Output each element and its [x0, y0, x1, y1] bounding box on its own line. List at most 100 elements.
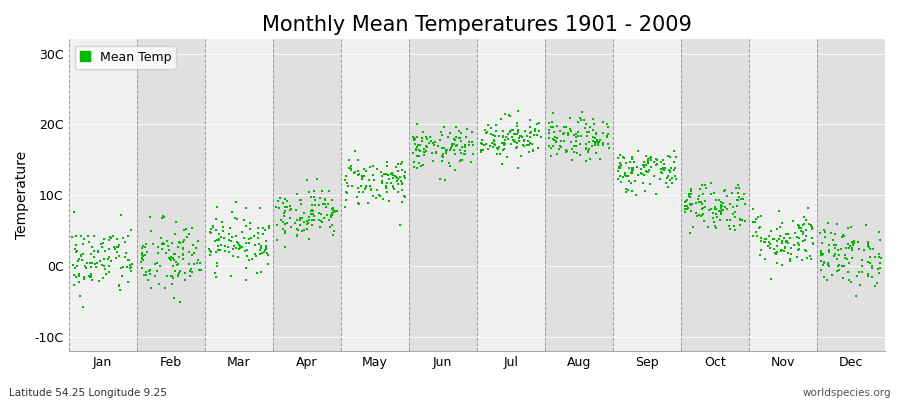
Point [303, 211, 318, 217]
Point [373, 193, 387, 199]
Point [499, 111, 513, 118]
Point [854, 269, 868, 275]
Point [781, 231, 796, 238]
Point [374, 178, 389, 184]
Point [836, 262, 850, 269]
Point [380, 188, 394, 195]
Point [489, 122, 503, 128]
Point [386, 175, 400, 182]
Point [872, 229, 886, 236]
Point [790, 240, 805, 246]
Bar [341, 39, 409, 351]
Point [242, 236, 256, 243]
Point [746, 233, 760, 240]
Point [574, 109, 589, 116]
Point [610, 168, 625, 174]
Point [108, 246, 122, 253]
Point [81, 232, 95, 239]
Point [352, 189, 366, 195]
Point [649, 162, 663, 168]
Point [426, 158, 440, 164]
Point [525, 141, 539, 147]
Point [506, 136, 520, 143]
Point [613, 164, 627, 171]
Point [210, 263, 224, 270]
Point [395, 180, 410, 186]
Point [681, 193, 696, 199]
Point [105, 232, 120, 239]
Point [861, 271, 876, 278]
Point [252, 241, 266, 247]
Point [714, 211, 728, 218]
Point [102, 237, 116, 243]
Point [716, 199, 730, 206]
Point [773, 246, 788, 253]
Point [832, 252, 847, 259]
Point [861, 244, 876, 250]
Point [243, 220, 257, 226]
Point [573, 115, 588, 121]
Point [280, 198, 294, 204]
Point [388, 172, 402, 179]
Point [713, 217, 727, 224]
Point [270, 222, 284, 228]
Point [261, 252, 275, 258]
Point [211, 247, 225, 253]
Point [171, 272, 185, 279]
Point [505, 134, 519, 140]
Point [345, 167, 359, 173]
Point [642, 167, 656, 173]
Point [411, 147, 426, 153]
Point [780, 238, 795, 245]
Point [668, 173, 682, 180]
Point [448, 167, 463, 174]
Point [229, 233, 243, 239]
Point [325, 222, 339, 228]
Point [693, 186, 707, 192]
Point [770, 243, 785, 249]
Point [667, 159, 681, 165]
Point [208, 269, 222, 276]
Point [74, 233, 88, 240]
Point [95, 244, 110, 250]
Point [714, 210, 728, 216]
Point [295, 214, 310, 221]
Point [215, 218, 230, 225]
Point [148, 273, 162, 279]
Point [507, 138, 521, 145]
Point [293, 197, 308, 204]
Point [389, 164, 403, 170]
Point [87, 261, 102, 267]
Point [762, 239, 777, 245]
Point [304, 208, 319, 215]
Point [728, 227, 742, 233]
Point [341, 182, 356, 189]
Point [664, 175, 679, 182]
Point [291, 227, 305, 233]
Point [723, 200, 737, 207]
Point [465, 151, 480, 158]
Point [445, 142, 459, 148]
Point [202, 228, 217, 235]
Point [412, 153, 427, 159]
Point [502, 128, 517, 134]
Text: Latitude 54.25 Longitude 9.25: Latitude 54.25 Longitude 9.25 [9, 388, 166, 398]
Point [814, 240, 829, 246]
Point [684, 191, 698, 198]
Point [69, 242, 84, 249]
Point [446, 143, 460, 149]
Point [715, 199, 729, 205]
Point [842, 245, 856, 252]
Point [840, 256, 854, 262]
Point [601, 141, 616, 147]
Point [352, 171, 366, 177]
Point [391, 161, 405, 168]
Point [355, 173, 369, 180]
Point [271, 198, 285, 204]
Point [71, 257, 86, 264]
Point [564, 139, 579, 145]
Point [304, 194, 319, 200]
Point [226, 253, 240, 260]
Point [343, 164, 357, 171]
Point [526, 148, 540, 154]
